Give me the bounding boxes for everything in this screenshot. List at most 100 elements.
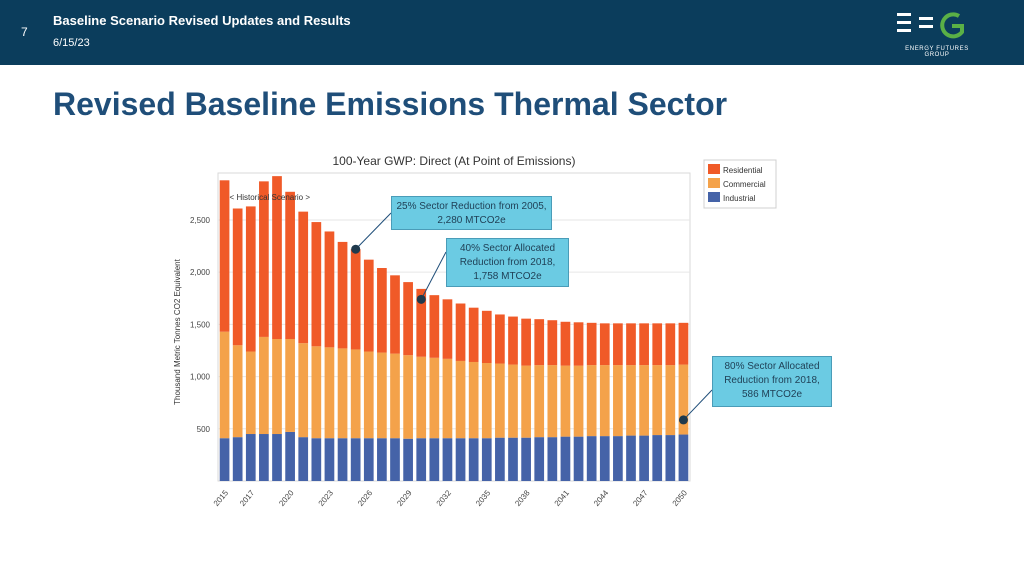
bar-industrial-2017 <box>245 434 256 481</box>
bar-commercial-2028 <box>390 353 400 439</box>
bar-commercial-2029 <box>403 355 413 439</box>
bar-residential-2022 <box>311 222 322 347</box>
bar-industrial-2045 <box>613 436 623 481</box>
header-date: 6/15/23 <box>53 37 90 49</box>
bar-industrial-2044 <box>599 436 610 481</box>
bar-industrial-2041 <box>560 436 571 481</box>
efg-logo-icon <box>897 12 964 39</box>
bar-commercial-2024 <box>337 348 348 439</box>
bar-residential-2047 <box>639 323 649 366</box>
y-axis-label: Thousand Metric Tonnes CO2 Equivalent <box>173 258 182 404</box>
bar-commercial-2035 <box>481 363 492 439</box>
bar-industrial-2040 <box>547 437 558 481</box>
bar-industrial-2032 <box>442 438 453 481</box>
bar-residential-2028 <box>390 275 400 354</box>
x-tick-label: 2029 <box>395 488 414 508</box>
bar-industrial-2033 <box>455 438 466 481</box>
x-tick-label: 2032 <box>435 488 454 508</box>
target-marker-2050 <box>678 415 688 425</box>
bar-residential-2023 <box>324 231 335 348</box>
callout-leader-line <box>683 389 713 421</box>
bar-commercial-2034 <box>468 361 479 439</box>
bar-residential-2034 <box>468 307 479 362</box>
x-tick-label: 2020 <box>277 488 296 508</box>
bar-industrial-2019 <box>272 434 282 481</box>
callout-sector-reduction-2018-40: 40% Sector Allocated Reduction from 2018… <box>446 238 569 287</box>
bar-industrial-2037 <box>508 437 518 481</box>
bar-commercial-2022 <box>311 346 322 439</box>
bar-residential-2020 <box>285 191 295 340</box>
slide-header: 7 Baseline Scenario Revised Updates and … <box>0 0 1024 65</box>
bar-industrial-2042 <box>573 436 584 481</box>
bar-residential-2033 <box>455 303 466 361</box>
bar-industrial-2021 <box>298 437 309 481</box>
x-tick-label: 2017 <box>238 488 257 508</box>
bar-industrial-2049 <box>665 435 676 481</box>
header-title: Baseline Scenario Revised Updates and Re… <box>53 13 351 28</box>
bar-residential-2018 <box>259 181 269 337</box>
y-tick-label: 1,000 <box>190 373 211 382</box>
bar-residential-2019 <box>272 176 282 340</box>
legend-label-residential: Residential <box>723 166 763 175</box>
bar-industrial-2035 <box>481 438 492 481</box>
bar-residential-2025 <box>350 249 361 350</box>
bar-commercial-2026 <box>363 351 374 439</box>
bar-industrial-2034 <box>468 438 479 481</box>
callout-sector-reduction-2018-80: 80% Sector Allocated Reduction from 2018… <box>712 356 832 407</box>
bar-commercial-2031 <box>429 357 440 439</box>
legend-swatch-industrial <box>708 192 720 202</box>
bar-industrial-2050 <box>678 434 689 481</box>
page-title: Revised Baseline Emissions Thermal Secto… <box>53 86 728 122</box>
legend-box <box>703 159 777 209</box>
x-tick-label: 2044 <box>592 488 611 508</box>
bar-residential-2030 <box>416 288 427 357</box>
bar-commercial-2036 <box>495 363 505 438</box>
bar-industrial-2015 <box>219 438 230 481</box>
x-tick-label: 2038 <box>513 488 532 508</box>
bar-commercial-2025 <box>350 349 361 439</box>
bar-residential-2039 <box>534 319 545 366</box>
bar-residential-2027 <box>377 268 387 353</box>
bar-residential-2049 <box>665 323 676 366</box>
historical-scenario-label: < Historical Scenario > <box>230 193 311 202</box>
x-tick-label: 2015 <box>212 488 231 508</box>
bar-residential-2036 <box>495 314 505 364</box>
bar-residential-2041 <box>560 321 571 366</box>
chart-title: 100-Year GWP: Direct (At Point of Emissi… <box>333 154 576 168</box>
bar-commercial-2037 <box>508 364 518 438</box>
callout-sector-reduction-2005: 25% Sector Reduction from 2005, 2,280 MT… <box>391 196 552 230</box>
bar-commercial-2018 <box>259 336 269 435</box>
bar-commercial-2043 <box>586 365 597 437</box>
bar-commercial-2021 <box>298 343 309 438</box>
bar-residential-2029 <box>403 282 413 356</box>
x-tick-label: 2050 <box>671 488 690 508</box>
bar-industrial-2026 <box>363 438 374 481</box>
bar-commercial-2038 <box>521 365 531 438</box>
bar-residential-2050 <box>678 322 689 365</box>
bar-commercial-2047 <box>639 365 649 436</box>
bar-industrial-2020 <box>285 431 295 481</box>
bar-industrial-2039 <box>534 437 545 481</box>
efg-logo: ENERGY FUTURES GROUP <box>892 8 982 58</box>
x-tick-label: 2026 <box>356 488 375 508</box>
bar-commercial-2039 <box>534 365 545 438</box>
bar-commercial-2045 <box>613 365 623 437</box>
bar-residential-2035 <box>481 310 492 364</box>
bar-commercial-2041 <box>560 365 571 437</box>
bar-industrial-2043 <box>586 436 597 481</box>
bar-residential-2032 <box>442 299 453 359</box>
bar-industrial-2046 <box>626 435 636 481</box>
bar-residential-2042 <box>573 322 584 366</box>
bar-industrial-2024 <box>337 438 348 481</box>
bar-commercial-2030 <box>416 356 427 439</box>
bar-industrial-2047 <box>639 435 649 481</box>
bar-residential-2016 <box>232 208 243 346</box>
bar-commercial-2046 <box>626 365 636 436</box>
bar-residential-2015 <box>219 180 230 332</box>
bar-industrial-2036 <box>495 437 505 481</box>
slide-number: 7 <box>21 25 28 39</box>
y-tick-label: 2,500 <box>190 216 211 225</box>
bar-industrial-2018 <box>259 434 269 481</box>
legend-label-industrial: Industrial <box>723 194 756 203</box>
callout-leader-line <box>355 212 392 250</box>
